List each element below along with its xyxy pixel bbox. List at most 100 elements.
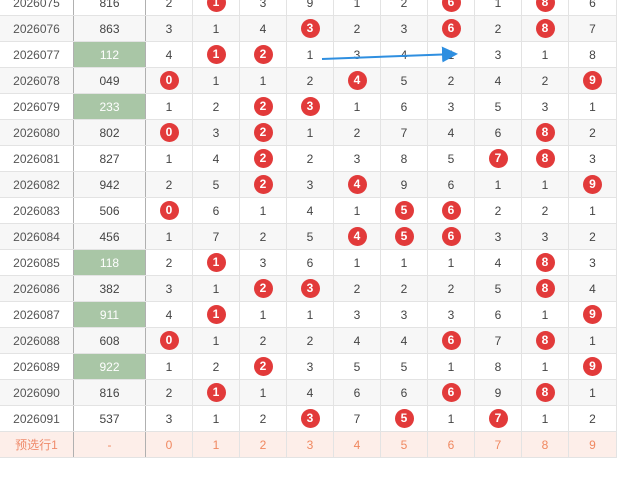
digit-cell-7: 2 xyxy=(474,197,522,224)
digit-cell-2: 2 xyxy=(239,41,287,68)
digit-cell-0: 0 xyxy=(145,67,193,94)
digit-cell-6: 6 xyxy=(427,197,475,224)
digit-cell-8: 1 xyxy=(521,171,569,198)
digit-cell-7: 5 xyxy=(474,93,522,120)
digit-cell-0: 3 xyxy=(145,15,193,42)
digit-cell-6: 6 xyxy=(427,327,475,354)
period-cell: 2026091 xyxy=(0,405,74,432)
draw-number-cell: 911 xyxy=(73,301,146,328)
hit-ball: 6 xyxy=(441,19,461,38)
draw-number-cell: 049 xyxy=(73,67,146,94)
digit-cell-5: 8 xyxy=(380,145,428,172)
draw-number-cell: 816 xyxy=(73,379,146,406)
digit-cell-8: 8 xyxy=(521,119,569,146)
hit-ball: 1 xyxy=(206,253,226,272)
period-cell: 2026085 xyxy=(0,249,74,276)
preselect-label: 预选行1 xyxy=(0,431,74,458)
hit-ball: 6 xyxy=(441,0,461,12)
digit-cell-8: 2 xyxy=(521,67,569,94)
digit-cell-6: 6 xyxy=(427,171,475,198)
digit-cell-1: 2 xyxy=(192,93,240,120)
digit-cell-0: 0 xyxy=(145,327,193,354)
digit-cell-7: 6 xyxy=(474,301,522,328)
digit-cell-4: 2 xyxy=(333,275,381,302)
digit-cell-8: 3 xyxy=(521,93,569,120)
table-row: 2026086 382 3 1 2 3 2 2 2 5 8 4 xyxy=(0,275,617,302)
period-cell: 2026086 xyxy=(0,275,74,302)
period-cell: 2026083 xyxy=(0,197,74,224)
preselect-digit-3[interactable]: 3 xyxy=(286,431,334,458)
digit-cell-0: 1 xyxy=(145,353,193,380)
preselect-digit-7[interactable]: 7 xyxy=(474,431,522,458)
digit-cell-2: 1 xyxy=(239,67,287,94)
draw-number-cell: 922 xyxy=(73,353,146,380)
digit-cell-3: 3 xyxy=(286,405,334,432)
digit-cell-7: 7 xyxy=(474,405,522,432)
digit-cell-7: 7 xyxy=(474,327,522,354)
preselect-digit-4[interactable]: 4 xyxy=(333,431,381,458)
digit-cell-1: 7 xyxy=(192,223,240,250)
hit-ball: 2 xyxy=(253,175,273,194)
digit-cell-5: 6 xyxy=(380,379,428,406)
digit-cell-6: 6 xyxy=(427,223,475,250)
period-cell: 2026088 xyxy=(0,327,74,354)
preselect-digit-8[interactable]: 8 xyxy=(521,431,569,458)
digit-cell-1: 1 xyxy=(192,379,240,406)
draw-number-cell: 233 xyxy=(73,93,146,120)
digit-cell-6: 3 xyxy=(427,301,475,328)
period-cell: 2026079 xyxy=(0,93,74,120)
digit-cell-1: 1 xyxy=(192,67,240,94)
digit-cell-6: 1 xyxy=(427,353,475,380)
table-row: 2026082 942 2 5 2 3 4 9 6 1 1 9 xyxy=(0,171,617,198)
digit-cell-5: 1 xyxy=(380,249,428,276)
digit-cell-4: 1 xyxy=(333,0,381,16)
draw-number-cell: 942 xyxy=(73,171,146,198)
digit-cell-4: 1 xyxy=(333,249,381,276)
preselect-digit-5[interactable]: 5 xyxy=(380,431,428,458)
hit-ball: 8 xyxy=(535,19,555,38)
digit-cell-3: 9 xyxy=(286,0,334,16)
digit-cell-1: 5 xyxy=(192,171,240,198)
digit-cell-9: 8 xyxy=(568,41,617,68)
hit-ball: 0 xyxy=(159,71,179,90)
hit-ball: 6 xyxy=(441,227,461,246)
draw-number-cell: 802 xyxy=(73,119,146,146)
hit-ball: 4 xyxy=(347,71,367,90)
preselect-digit-2[interactable]: 2 xyxy=(239,431,287,458)
preselect-digit-6[interactable]: 6 xyxy=(427,431,475,458)
table-row: 2026088 608 0 1 2 2 4 4 6 7 8 1 xyxy=(0,327,617,354)
digit-cell-8: 8 xyxy=(521,145,569,172)
digit-cell-0: 1 xyxy=(145,223,193,250)
table-row: 2026091 537 3 1 2 3 7 5 1 7 1 2 xyxy=(0,405,617,432)
draw-number-cell: 537 xyxy=(73,405,146,432)
digit-cell-6: 6 xyxy=(427,15,475,42)
digit-cell-8: 8 xyxy=(521,15,569,42)
digit-cell-3: 2 xyxy=(286,327,334,354)
table-row: 2026078 049 0 1 1 2 4 5 2 4 2 9 xyxy=(0,67,617,94)
digit-cell-4: 2 xyxy=(333,119,381,146)
hit-ball: 1 xyxy=(206,383,226,402)
preselect-digit-0[interactable]: 0 xyxy=(145,431,193,458)
digit-cell-1: 2 xyxy=(192,353,240,380)
digit-cell-7: 4 xyxy=(474,249,522,276)
digit-cell-5: 5 xyxy=(380,67,428,94)
digit-cell-1: 1 xyxy=(192,405,240,432)
digit-cell-0: 0 xyxy=(145,197,193,224)
preselect-digit-1[interactable]: 1 xyxy=(192,431,240,458)
digit-cell-3: 1 xyxy=(286,41,334,68)
digit-cell-0: 3 xyxy=(145,275,193,302)
digit-cell-4: 1 xyxy=(333,93,381,120)
digit-cell-9: 2 xyxy=(568,119,617,146)
preselect-digit-9[interactable]: 9 xyxy=(568,431,617,458)
digit-cell-5: 5 xyxy=(380,405,428,432)
hit-ball: 1 xyxy=(206,45,226,64)
digit-cell-9: 9 xyxy=(568,67,617,94)
table-row: 2026075 816 2 1 3 9 1 2 6 1 8 6 xyxy=(0,0,617,16)
table-row: 2026087 911 4 1 1 1 3 3 3 6 1 9 xyxy=(0,301,617,328)
hit-ball: 9 xyxy=(583,357,602,376)
preselect-row: 预选行1-0 1 2 3 4 5 6 7 8 9 xyxy=(0,431,617,458)
digit-cell-5: 5 xyxy=(380,353,428,380)
digit-cell-7: 9 xyxy=(474,379,522,406)
digit-cell-9: 1 xyxy=(568,327,617,354)
hit-ball: 8 xyxy=(535,279,555,298)
